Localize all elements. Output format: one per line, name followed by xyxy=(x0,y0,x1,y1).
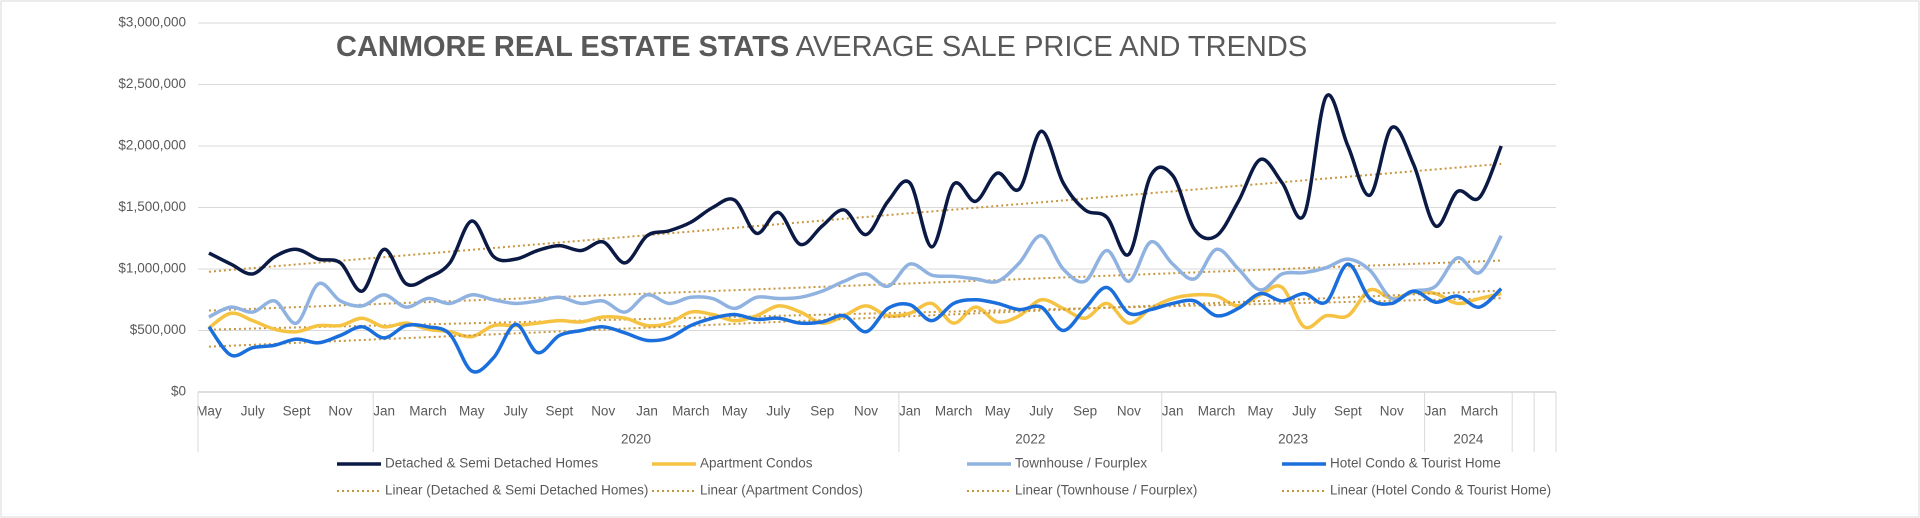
x-tick-label: Sep xyxy=(1073,404,1097,419)
x-tick-label: March xyxy=(409,404,447,419)
legend-label: Hotel Condo & Tourist Home xyxy=(1330,456,1501,471)
legend-label: Linear (Detached & Semi Detached Homes) xyxy=(385,483,648,498)
x-tick-label: Jan xyxy=(373,404,395,419)
x-tick-label: May xyxy=(459,404,485,419)
series-line xyxy=(208,234,1503,325)
x-tick-label: July xyxy=(504,404,528,419)
x-tick-label: May xyxy=(196,404,222,419)
x-tick-label: July xyxy=(1292,404,1316,419)
chart-title: CANMORE REAL ESTATE STATS AVERAGE SALE P… xyxy=(336,31,1307,63)
trendline xyxy=(208,162,1502,273)
x-tick-label: May xyxy=(985,404,1011,419)
title-rest: AVERAGE SALE PRICE AND TRENDS xyxy=(796,31,1307,63)
x-tick-label: March xyxy=(672,404,710,419)
legend-label: Townhouse / Fourplex xyxy=(1015,456,1147,471)
y-tick-label: $3,000,000 xyxy=(118,15,186,30)
series-line xyxy=(207,284,1502,339)
y-tick-label: $0 xyxy=(171,384,186,399)
y-tick-label: $1,000,000 xyxy=(118,261,186,276)
x-tick-label: Nov xyxy=(328,404,352,419)
x-tick-label: Sept xyxy=(1334,404,1362,419)
title-bold: CANMORE REAL ESTATE STATS xyxy=(336,31,789,63)
legend-label: Linear (Hotel Condo & Tourist Home) xyxy=(1330,483,1551,498)
x-tick-label: March xyxy=(1461,404,1499,419)
legend-label: Linear (Townhouse / Fourplex) xyxy=(1015,483,1197,498)
x-tick-label: May xyxy=(722,404,748,419)
legend-label: Linear (Apartment Condos) xyxy=(700,483,863,498)
x-group-label: 2023 xyxy=(1278,432,1308,447)
y-tick-label: $1,500,000 xyxy=(118,199,186,214)
x-group-label: 2020 xyxy=(621,432,651,447)
x-tick-label: Jan xyxy=(1425,404,1447,419)
y-tick-label: $500,000 xyxy=(130,322,186,337)
x-group-label: 2024 xyxy=(1453,432,1484,447)
series-line xyxy=(208,93,1503,293)
trendline xyxy=(208,289,1502,348)
x-tick-label: Jan xyxy=(636,404,658,419)
x-tick-label: Nov xyxy=(591,404,615,419)
x-tick-label: May xyxy=(1248,404,1274,419)
x-tick-label: Nov xyxy=(1117,404,1141,419)
x-tick-label: Sep xyxy=(810,404,834,419)
x-group-label: 2022 xyxy=(1015,432,1045,447)
x-tick-label: Jan xyxy=(1162,404,1184,419)
x-tick-label: Sept xyxy=(546,404,574,419)
x-tick-label: March xyxy=(935,404,973,419)
series-line xyxy=(207,262,1503,374)
x-tick-label: July xyxy=(766,404,790,419)
x-tick-label: Nov xyxy=(1380,404,1404,419)
x-tick-label: July xyxy=(1029,404,1053,419)
x-tick-label: March xyxy=(1198,404,1236,419)
legend-label: Detached & Semi Detached Homes xyxy=(385,456,598,471)
y-tick-label: $2,500,000 xyxy=(118,76,186,91)
x-tick-label: July xyxy=(241,404,265,419)
x-tick-label: Nov xyxy=(854,404,878,419)
x-tick-label: Sept xyxy=(283,404,311,419)
trendline xyxy=(208,259,1502,312)
y-tick-label: $2,000,000 xyxy=(118,138,186,153)
legend-label: Apartment Condos xyxy=(700,456,813,471)
x-tick-label: Jan xyxy=(899,404,921,419)
